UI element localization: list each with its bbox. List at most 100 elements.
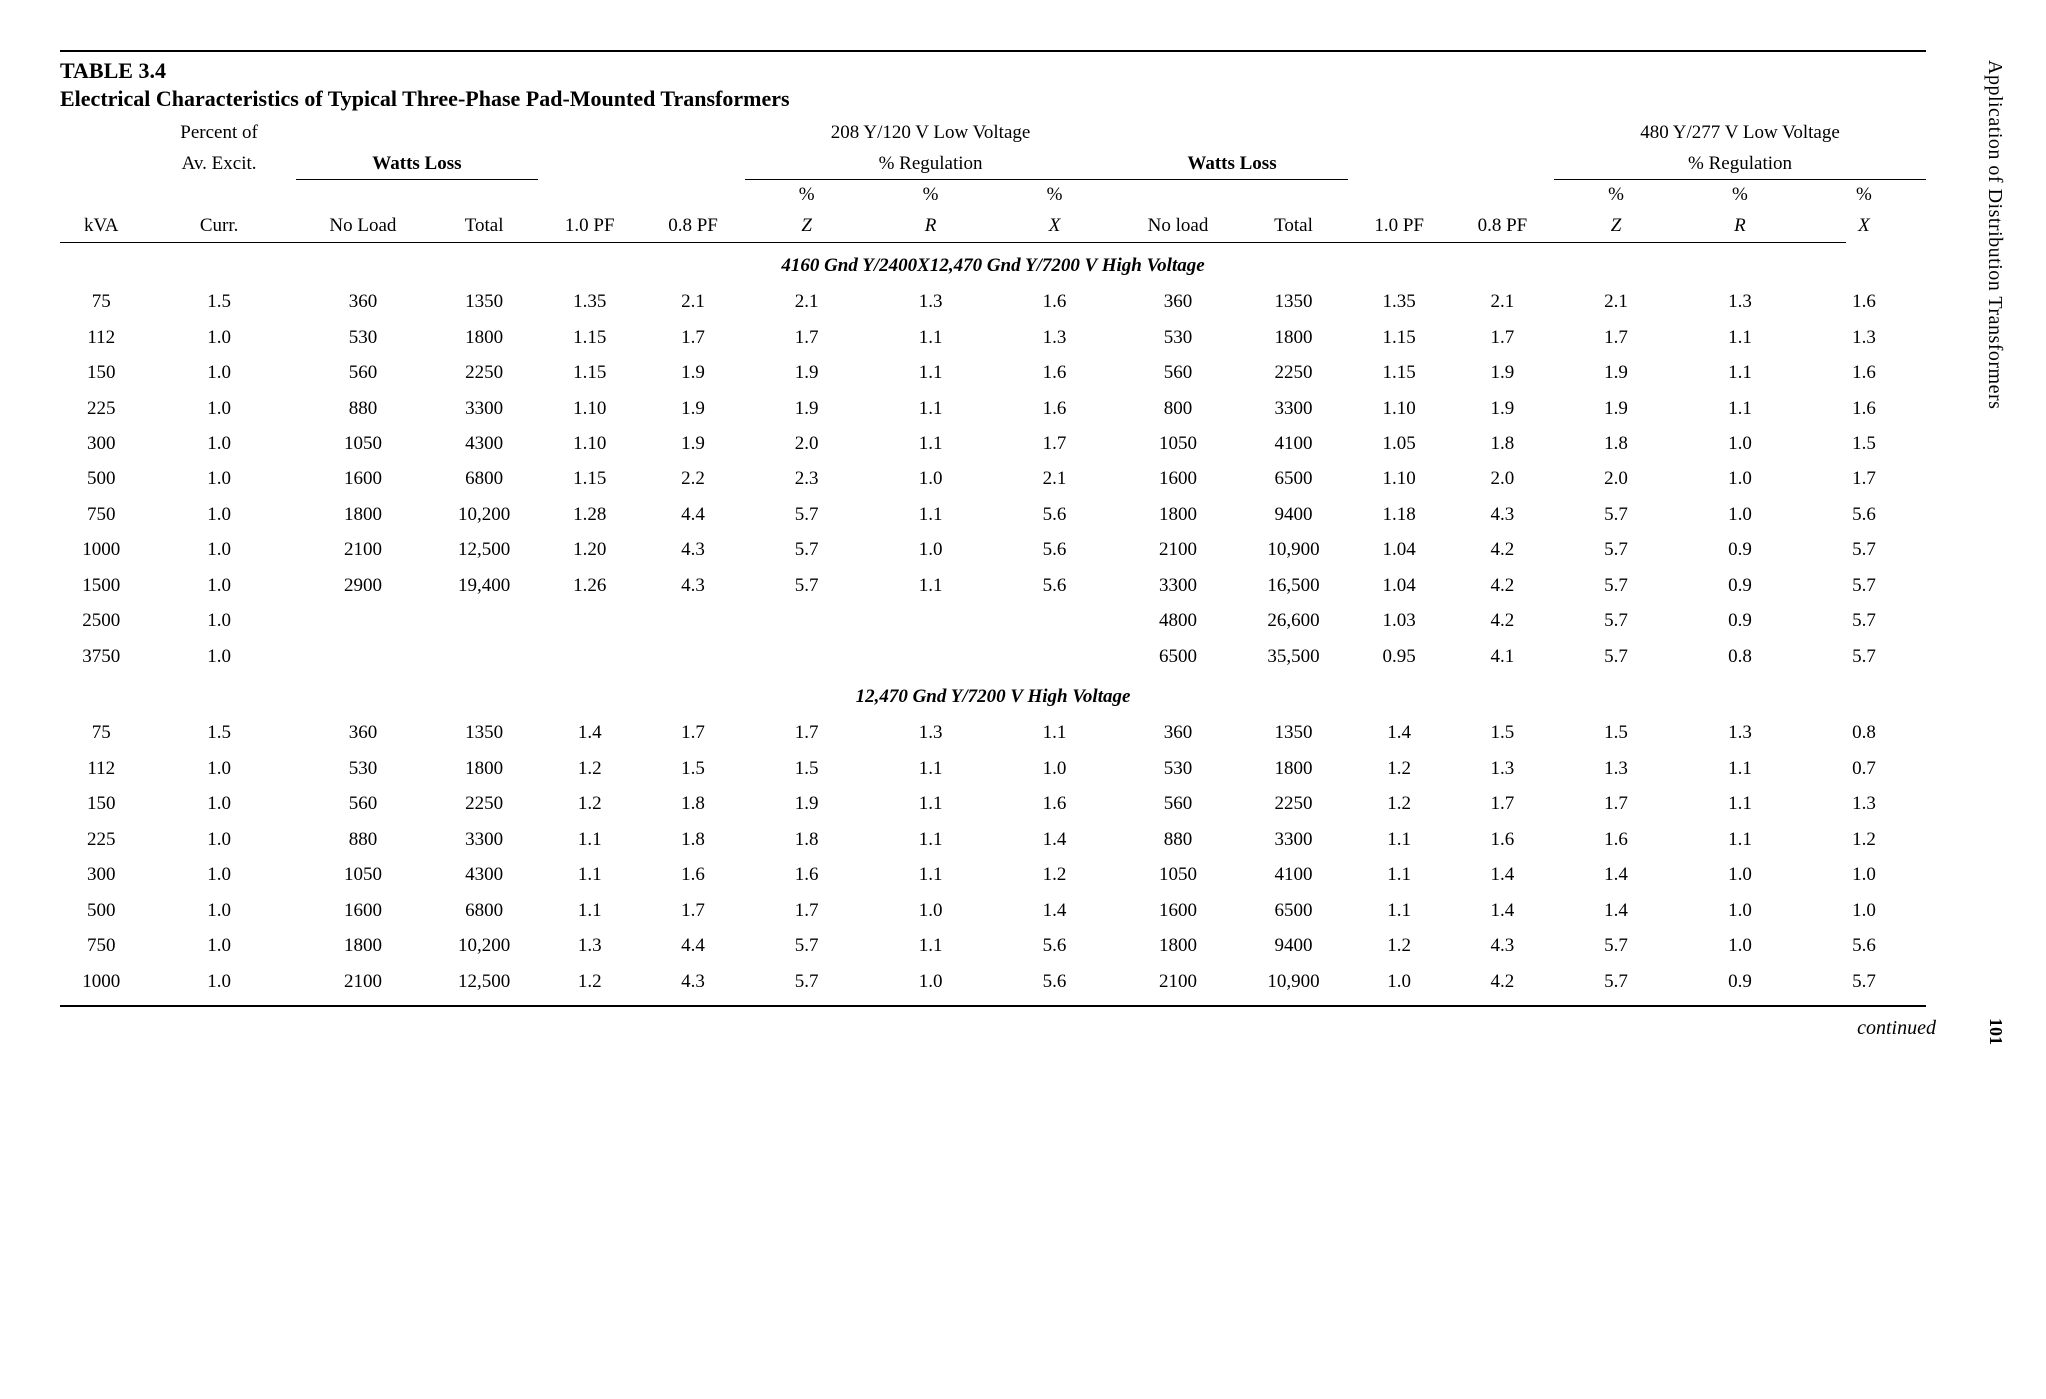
table-cell: 150 [60,786,142,821]
table-cell [869,639,993,674]
table-cell: 1.3 [1554,751,1678,786]
table-cell: 1.6 [1554,822,1678,857]
table-cell: 750 [60,928,142,963]
table-cell: 1.1 [869,822,993,857]
table-cell: 1.0 [1802,857,1926,892]
table-cell: 1.0 [1678,857,1802,892]
table-cell: 1.0 [869,964,993,999]
table-cell: 1.15 [1348,355,1451,390]
table-cell: 530 [296,320,430,355]
table-cell: 5.6 [993,532,1117,567]
table-row: 1501.056022501.151.91.91.11.656022501.15… [60,355,1926,390]
table-cell: 1.6 [993,355,1117,390]
table-cell: 2100 [296,964,430,999]
table-cell: 1350 [430,715,538,750]
top-rule [60,50,1926,52]
table-cell: 4.2 [1451,532,1554,567]
table-cell: 880 [296,391,430,426]
table-cell: 1.9 [641,355,744,390]
table-row: 7501.0180010,2001.34.45.71.15.6180094001… [60,928,1926,963]
table-cell: 1.0 [142,355,295,390]
table-cell: 2250 [430,355,538,390]
table-cell: 1.6 [1451,822,1554,857]
table-cell: 360 [296,715,430,750]
table-cell: 1.2 [993,857,1117,892]
table-cell: 2500 [60,603,142,638]
table-cell: 1.5 [1451,715,1554,750]
hdr-x1: X [993,211,1117,242]
table-cell: 1.15 [538,355,641,390]
table-cell: 1050 [1116,857,1239,892]
table-cell: 1.1 [1678,751,1802,786]
table-row: 1121.053018001.21.51.51.11.053018001.21.… [60,751,1926,786]
table-cell: 5.7 [745,497,869,532]
table-cell: 1.4 [1348,715,1451,750]
table-cell: 1.0 [993,751,1117,786]
table-cell: 3750 [60,639,142,674]
page-number: 101 [1985,1018,2006,1045]
table-cell: 1.3 [993,320,1117,355]
table-row: 1121.053018001.151.71.71.11.353018001.15… [60,320,1926,355]
table-cell: 5.7 [1554,928,1678,963]
table-cell: 4.1 [1451,639,1554,674]
table-cell: 1.2 [1802,822,1926,857]
table-cell: 1600 [296,461,430,496]
table-cell: 5.7 [745,928,869,963]
hdr-r2: R [1678,211,1802,242]
table-cell: 35,500 [1240,639,1348,674]
table-cell: 5.7 [745,568,869,603]
table-cell: 880 [296,822,430,857]
table-cell: 2.1 [1451,284,1554,319]
table-cell: 1.15 [538,461,641,496]
table-cell: 1350 [430,284,538,319]
table-cell: 1800 [1116,928,1239,963]
table-cell: 1.8 [641,822,744,857]
table-cell [993,639,1117,674]
table-cell: 1.9 [641,391,744,426]
table-row: 751.536013501.352.12.11.31.636013501.352… [60,284,1926,319]
table-cell: 1.0 [142,461,295,496]
table-cell: 6800 [430,461,538,496]
table-cell: 1.1 [1348,822,1451,857]
table-cell: 1.1 [1348,893,1451,928]
chapter-side-title: Application of Distribution Transformers [1983,60,2006,409]
table-cell: 5.7 [1554,603,1678,638]
table-cell: 4.3 [641,568,744,603]
table-cell: 9400 [1240,928,1348,963]
table-cell: 1.1 [1678,822,1802,857]
table-cell [993,603,1117,638]
table-cell: 1.4 [1451,893,1554,928]
table-cell: 0.9 [1678,964,1802,999]
table-cell: 5.6 [993,497,1117,532]
table-cell: 1800 [1240,751,1348,786]
table-cell: 1.6 [745,857,869,892]
table-cell: 1.18 [1348,497,1451,532]
table-cell: 3300 [430,391,538,426]
table-cell: 5.6 [993,568,1117,603]
table-cell: 6500 [1240,893,1348,928]
table-cell: 1.2 [538,786,641,821]
table-cell: 1.6 [1802,391,1926,426]
table-title: Electrical Characteristics of Typical Th… [60,86,2006,112]
table-cell: 4.2 [1451,568,1554,603]
table-cell: 1.6 [641,857,744,892]
table-cell: 5.7 [745,532,869,567]
table-cell: 5.7 [1802,639,1926,674]
table-cell: 1050 [296,426,430,461]
table-cell: 1.3 [1678,715,1802,750]
table-cell: 10,900 [1240,532,1348,567]
table-cell: 6500 [1240,461,1348,496]
table-cell: 1.1 [538,857,641,892]
table-cell: 1800 [430,751,538,786]
table-cell [538,603,641,638]
table-cell: 1.4 [993,822,1117,857]
table-cell: 1.0 [142,426,295,461]
table-cell: 5.7 [1802,964,1926,999]
table-cell: 4800 [1116,603,1239,638]
hdr-pf10-2: 1.0 PF [1348,180,1451,242]
table-cell: 1.2 [538,751,641,786]
table-row: 10001.0210012,5001.204.35.71.05.6210010,… [60,532,1926,567]
table-cell: 1.0 [1678,497,1802,532]
table-row: 15001.0290019,4001.264.35.71.15.6330016,… [60,568,1926,603]
table-cell: 1.20 [538,532,641,567]
